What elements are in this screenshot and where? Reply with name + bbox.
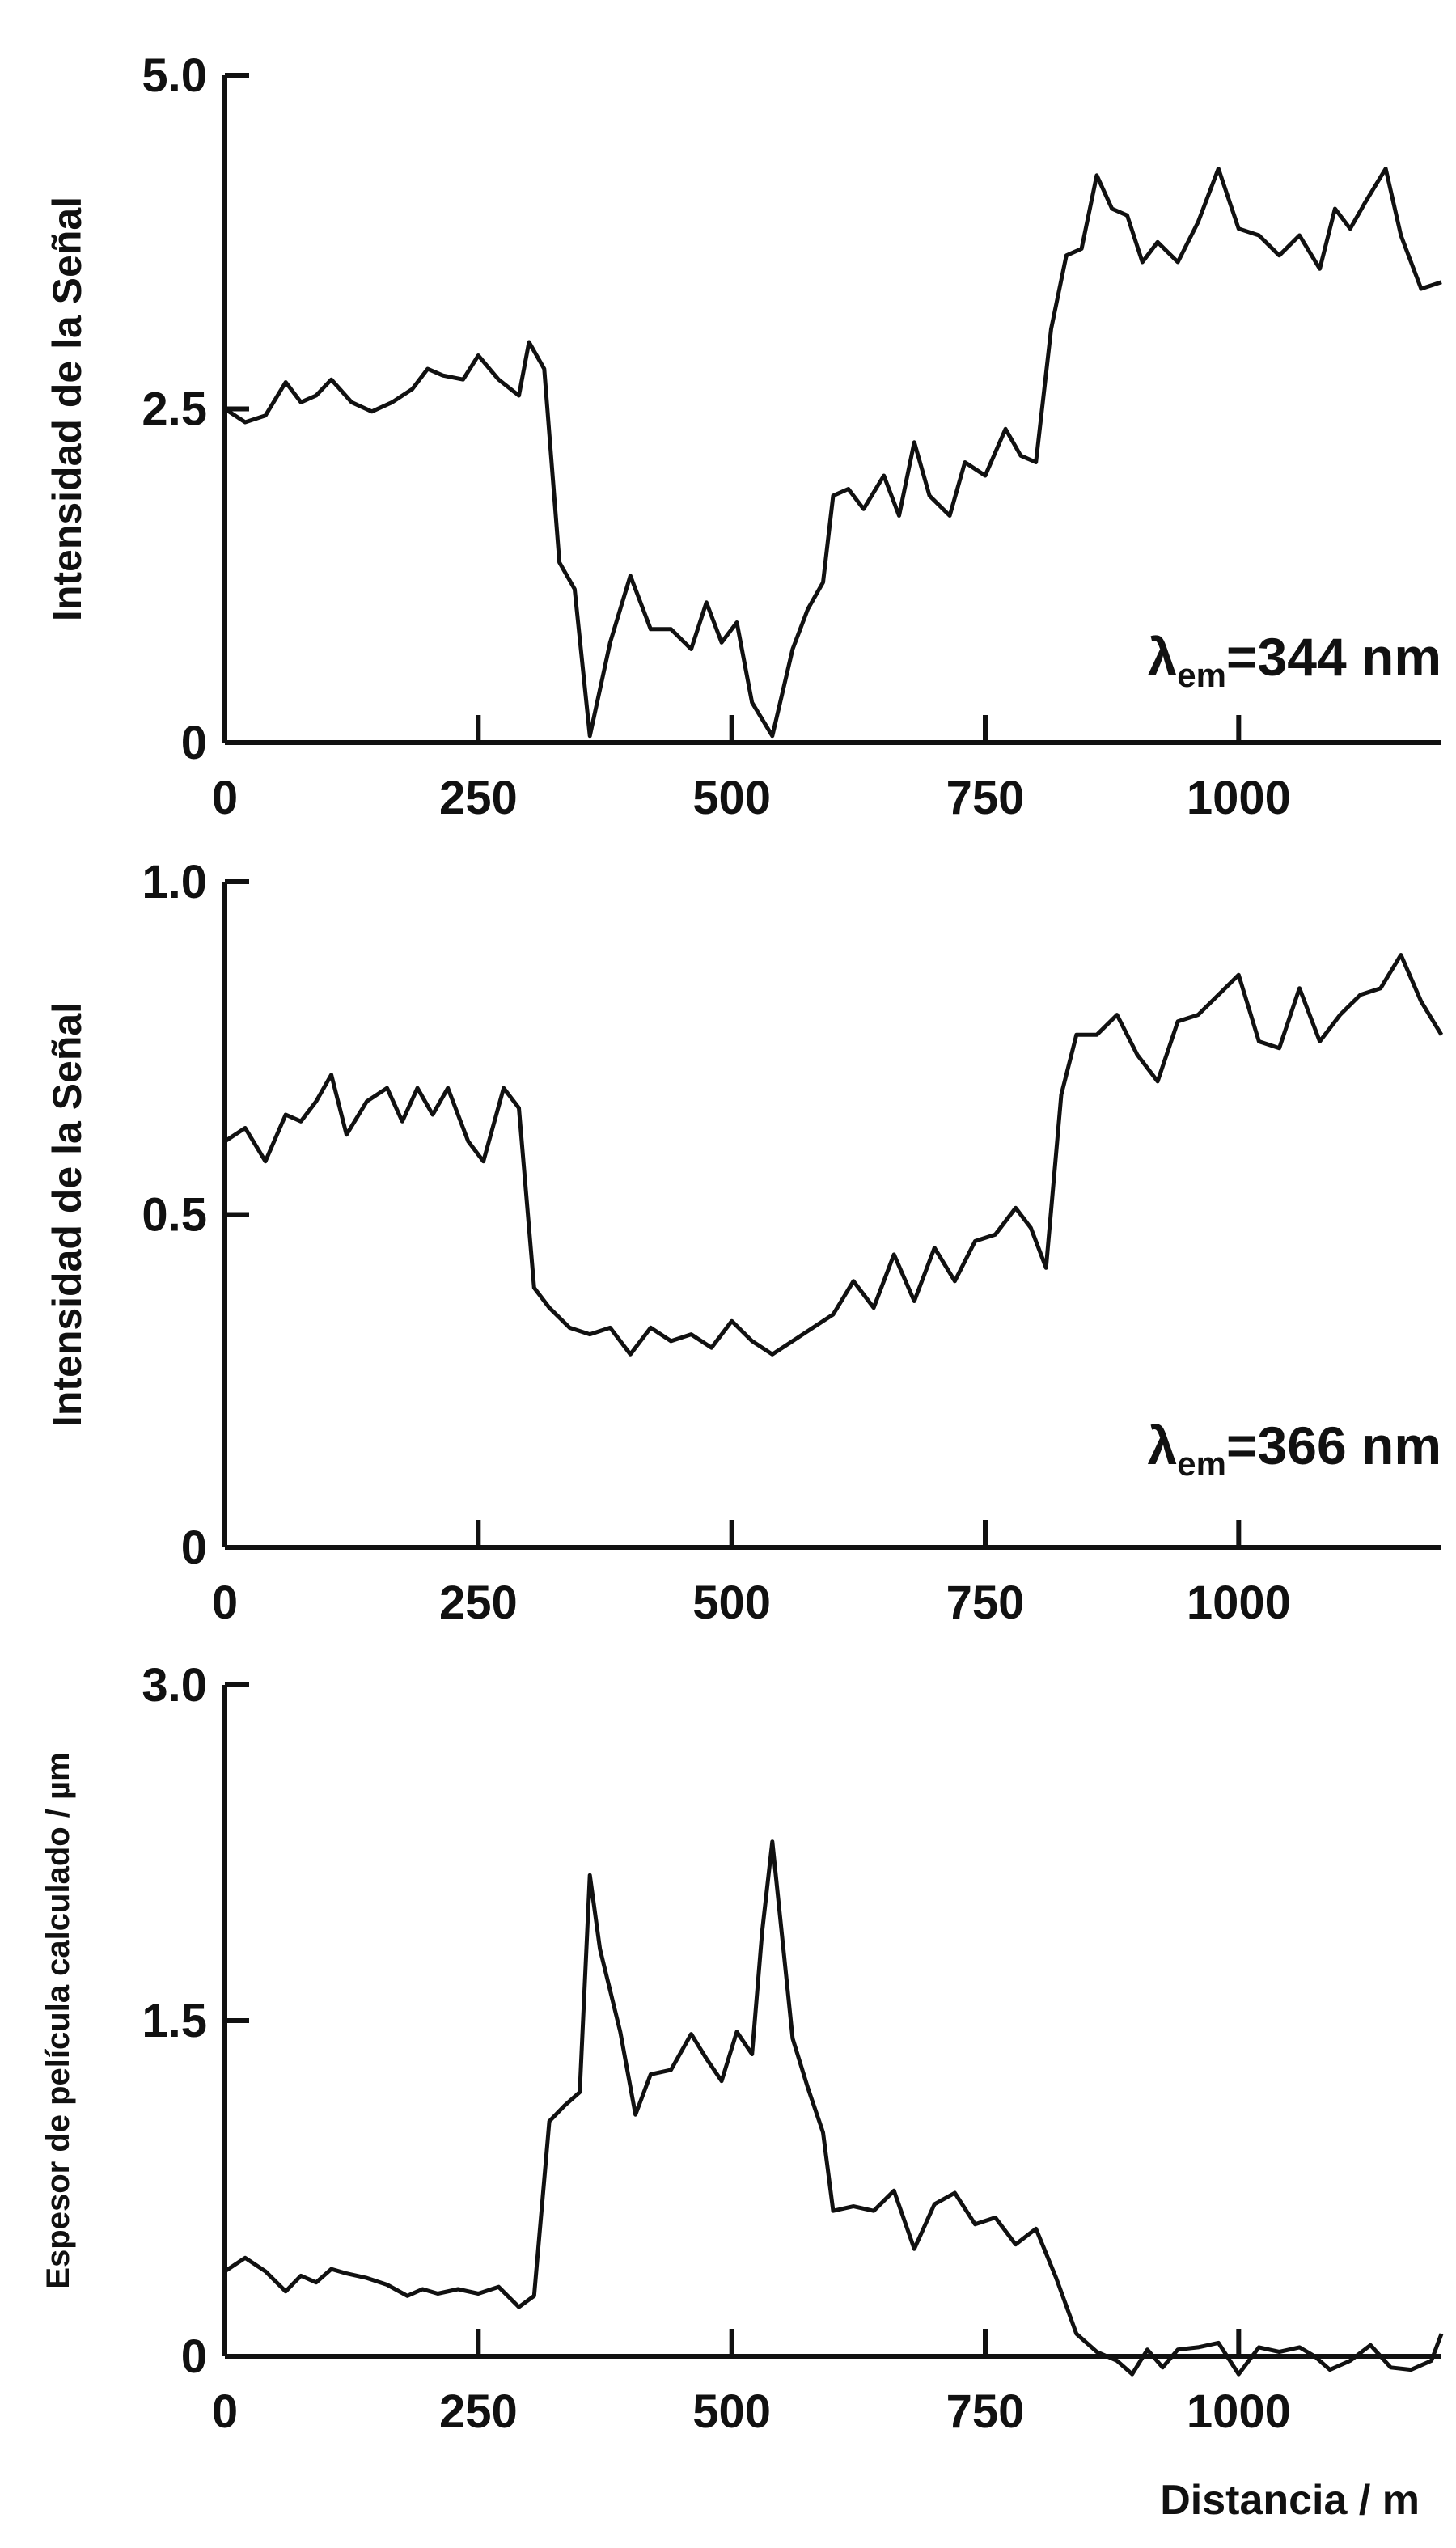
y-tick-label-1: 2.5 (142, 383, 207, 436)
x-tick-label-2: 250 (439, 1577, 518, 1629)
y-tick-label-3: 1.5 (142, 1995, 207, 2047)
y-tick-label-2: 0 (181, 1522, 207, 1574)
series-line-3 (223, 1839, 1444, 2377)
x-axis-label-3: Distancia / m (1160, 2477, 1420, 2524)
x-tick-label-3: 500 (692, 2385, 771, 2438)
wavelength-annotation-1: λem=344 nm (1148, 627, 1441, 694)
x-tick-label-1: 1000 (1187, 772, 1291, 824)
y-tick-label-2: 1.0 (142, 856, 207, 908)
x-tick-label-2: 0 (212, 1577, 238, 1629)
x-tick-label-2: 500 (692, 1577, 771, 1629)
x-tick-label-3: 0 (212, 2385, 238, 2438)
x-tick-label-2: 1000 (1187, 1577, 1291, 1629)
y-tick-label-3: 3.0 (142, 1659, 207, 1712)
y-axis-label-2: Intensidad de la Señal (44, 1002, 90, 1427)
wavelength-annotation-2: λem=366 nm (1148, 1416, 1441, 1483)
x-tick-label-3: 1000 (1187, 2385, 1291, 2438)
series-line-2 (223, 953, 1444, 1357)
x-tick-label-1: 750 (946, 772, 1025, 824)
x-tick-label-1: 500 (692, 772, 771, 824)
y-tick-label-1: 0 (181, 717, 207, 769)
y-tick-label-2: 0.5 (142, 1189, 207, 1242)
y-axis-label-3: Espesor de película calculado / µm (40, 1752, 76, 2288)
series-line-1 (223, 167, 1442, 739)
x-tick-label-1: 250 (439, 772, 518, 824)
y-axis-label-1: Intensidad de la Señal (44, 197, 90, 621)
y-tick-label-3: 0 (181, 2330, 207, 2383)
y-tick-label-1: 5.0 (142, 49, 207, 102)
x-tick-label-1: 0 (212, 772, 238, 824)
x-tick-label-3: 250 (439, 2385, 518, 2438)
x-tick-label-2: 750 (946, 1577, 1025, 1629)
x-tick-label-3: 750 (946, 2385, 1025, 2438)
